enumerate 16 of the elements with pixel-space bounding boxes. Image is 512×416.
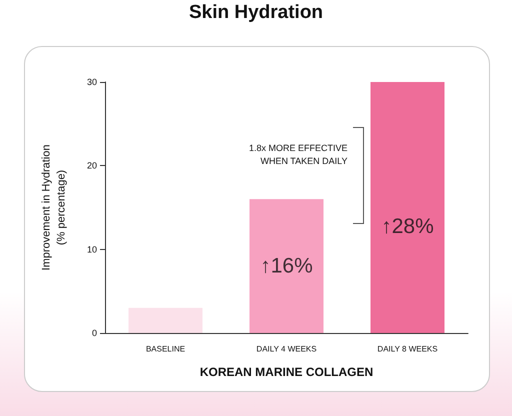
x-tick-label: DAILY 8 WEEKS <box>377 344 438 354</box>
y-axis-title: Improvement in Hydration (% percentage) <box>40 144 68 270</box>
bar <box>250 199 324 333</box>
y-tick-label: 10 <box>86 244 97 254</box>
y-tick-label: 20 <box>86 160 97 171</box>
x-tick-label: DAILY 4 WEEKS <box>256 344 317 354</box>
annotation: ↑28% <box>381 214 434 238</box>
annotation: ↑16% <box>260 254 313 278</box>
x-axis-title: KOREAN MARINE COLLAGEN <box>200 365 374 379</box>
y-tick-label: 0 <box>92 328 97 338</box>
chart-title: Skin Hydration <box>188 2 324 24</box>
y-tick-label: 30 <box>86 77 97 87</box>
bar <box>128 308 202 333</box>
bar <box>370 82 444 333</box>
annotation: 1.8x MORE EFFECTIVE WHEN TAKEN DAILY <box>248 142 348 168</box>
x-tick-label: BASELINE <box>146 344 186 354</box>
